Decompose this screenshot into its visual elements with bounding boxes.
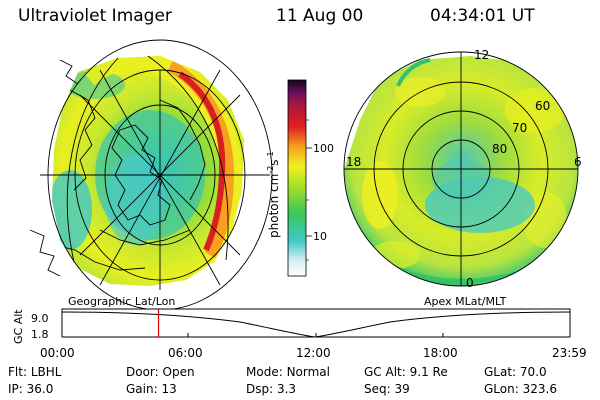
x-tick-0600: 06:00	[168, 346, 203, 360]
param-glat: GLat: 70.0	[484, 365, 547, 379]
time-label: 04:34:01 UT	[430, 6, 535, 26]
apex-polar-map: 12 18 6 0 60 70 80	[343, 48, 582, 290]
x-tick-2359: 23:59	[552, 346, 587, 360]
alt-y-bottom: 1.8	[31, 328, 49, 341]
mlt-label-18: 18	[346, 155, 361, 169]
param-dsp: Dsp: 3.3	[246, 382, 297, 396]
colorbar-tick-100: 100	[313, 142, 334, 155]
x-tick-1200: 12:00	[296, 346, 331, 360]
x-tick-0000: 00:00	[40, 346, 75, 360]
alt-y-label: GC Alt	[12, 309, 25, 344]
param-gc-alt: GC Alt: 9.1 Re	[364, 365, 448, 379]
mlat-label-60: 60	[535, 99, 550, 113]
mlat-label-70: 70	[512, 121, 527, 135]
mlat-label-80: 80	[492, 142, 507, 156]
mlt-label-12: 12	[474, 48, 489, 62]
date-label: 11 Aug 00	[276, 6, 364, 26]
param-door: Door: Open	[126, 365, 195, 379]
param-mode: Mode: Normal	[246, 365, 330, 379]
param-seq: Seq: 39	[364, 382, 410, 396]
geographic-map	[29, 39, 273, 311]
param-glon: GLon: 323.6	[484, 382, 557, 396]
mlt-label-0: 0	[466, 276, 474, 290]
param-gain: Gain: 13	[126, 382, 177, 396]
colorbar: 100 10 photon cm-2s-1	[266, 79, 334, 277]
alt-y-top: 9.0	[31, 312, 49, 325]
geographic-caption: Geographic Lat/Lon	[68, 295, 175, 308]
altitude-plot: 9.0 1.8 GC Alt 00:00 06:00 12:00 18:00 2…	[12, 308, 587, 360]
param-ip: IP: 36.0	[8, 382, 54, 396]
colorbar-tick-10: 10	[313, 230, 327, 243]
param-filter: Flt: LBHL	[8, 365, 62, 379]
x-tick-1800: 18:00	[423, 346, 458, 360]
instrument-title: Ultraviolet Imager	[18, 6, 172, 26]
mlt-label-6: 6	[574, 155, 582, 169]
colorbar-label: photon cm-2s-1	[266, 151, 281, 238]
apex-caption: Apex MLat/MLT	[424, 295, 507, 308]
